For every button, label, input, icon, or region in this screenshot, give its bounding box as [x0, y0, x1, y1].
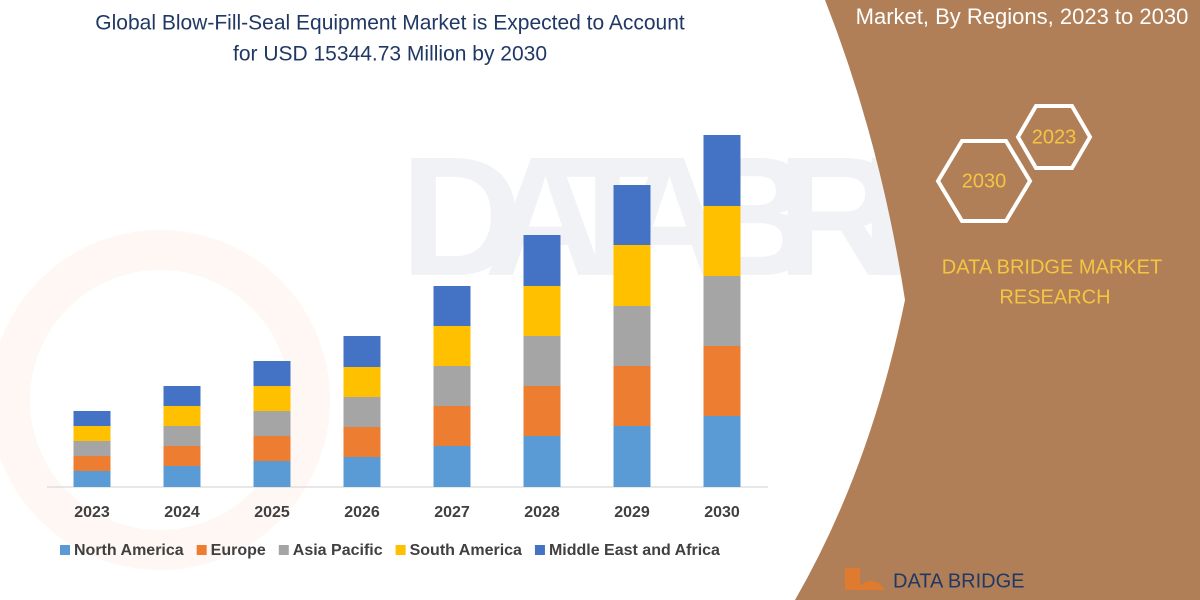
bar-segment: [703, 346, 741, 416]
bar-segment: [73, 411, 111, 426]
bar-segment: [253, 436, 291, 461]
brand-text: RESEARCH: [999, 286, 1110, 308]
bar-segment: [703, 135, 741, 206]
bar-segment: [253, 361, 291, 386]
legend-label: Middle East and Africa: [549, 542, 720, 559]
bar-segment: [433, 366, 471, 406]
bar-segment: [703, 276, 741, 346]
chart-title: for USD 15344.73 Million by 2030: [233, 43, 547, 66]
hexagon: [935, 139, 1033, 223]
x-tick-label: 2023: [74, 504, 110, 521]
watermark-shape: [0, 230, 330, 570]
legend-label: Asia Pacific: [293, 542, 383, 559]
bar-segment: [73, 471, 111, 487]
bar-segment: [523, 286, 561, 336]
bar-segment: [613, 426, 651, 487]
legend-label: North America: [74, 542, 184, 559]
bar-segment: [433, 446, 471, 487]
x-tick-label: 2025: [254, 504, 290, 521]
hex-label: 2030: [962, 170, 1007, 192]
bar-segment: [523, 235, 561, 286]
bar-segment: [433, 406, 471, 446]
bar-segment: [253, 386, 291, 411]
bar-segment: [343, 427, 381, 457]
bar-segment: [703, 206, 741, 276]
bar-segment: [163, 386, 201, 406]
bar-segment: [163, 466, 201, 487]
bar-segment: [343, 336, 381, 367]
legend-swatch: [395, 545, 406, 555]
legend-swatch: [534, 545, 545, 555]
legend-swatch: [60, 545, 70, 555]
bar-segment: [73, 426, 111, 441]
x-tick-label: 2026: [344, 504, 380, 521]
x-tick-label: 2029: [614, 504, 650, 521]
bar-segment: [343, 367, 381, 397]
panel-subtitle: Market, By Regions, 2023 to 2030: [856, 4, 1189, 29]
bar-segment: [433, 286, 471, 326]
x-tick-label: 2030: [704, 504, 740, 521]
hexagon: [1015, 104, 1093, 170]
legend-swatch: [196, 545, 207, 555]
bar-segment: [703, 416, 741, 487]
bar-segment: [163, 446, 201, 466]
bar-segment: [253, 411, 291, 436]
brand-text: DATA BRIDGE MARKET: [942, 256, 1162, 278]
bar-segment: [613, 245, 651, 306]
bar-segment: [523, 436, 561, 487]
bar-segment: [433, 326, 471, 366]
bar-segment: [163, 426, 201, 446]
bar-segment: [73, 441, 111, 456]
bar-segment: [613, 306, 651, 366]
x-tick-label: 2024: [164, 504, 200, 521]
side-panel: [795, 0, 1200, 600]
bar-segment: [523, 386, 561, 436]
x-tick-label: 2027: [434, 504, 470, 521]
logo-mark: [845, 568, 885, 590]
hex-label: 2023: [1032, 126, 1077, 148]
bar-segment: [163, 406, 201, 426]
legend-swatch: [278, 545, 289, 555]
bar-segment: [613, 185, 651, 245]
x-tick-label: 2028: [524, 504, 560, 521]
bar-segment: [523, 336, 561, 386]
chart-title: Global Blow-Fill-Seal Equipment Market i…: [95, 12, 685, 35]
bar-segment: [343, 457, 381, 487]
bar-segment: [253, 461, 291, 487]
bar-segment: [343, 397, 381, 427]
legend-label: South America: [410, 542, 522, 559]
legend-label: Europe: [211, 542, 266, 559]
bar-segment: [73, 456, 111, 471]
logo-text: DATA BRIDGE: [893, 570, 1025, 592]
bar-segment: [613, 366, 651, 426]
